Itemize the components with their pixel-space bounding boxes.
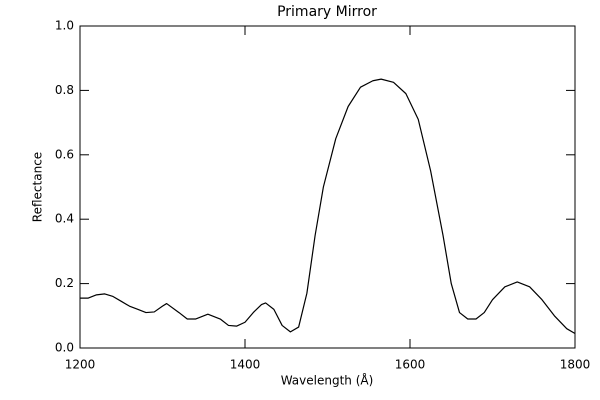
y-tick-label: 0.0	[55, 341, 74, 355]
x-tick-label: 1200	[65, 358, 96, 372]
y-tick-label: 0.6	[55, 147, 74, 161]
y-tick-label: 1.0	[55, 19, 74, 33]
x-tick-label: 1400	[230, 358, 261, 372]
x-tick-label: 1800	[560, 358, 591, 372]
plot-frame	[79, 25, 576, 349]
y-axis-label: Reflectance	[31, 152, 45, 222]
y-tick-label: 0.8	[55, 83, 74, 97]
x-tick-label: 1600	[395, 358, 426, 372]
y-tick-label: 0.2	[55, 276, 74, 290]
x-axis-label: Wavelength (Å)	[281, 373, 374, 388]
chart-title: Primary Mirror	[277, 4, 377, 20]
y-tick-label: 0.4	[55, 212, 74, 226]
data-line	[80, 78, 576, 335]
